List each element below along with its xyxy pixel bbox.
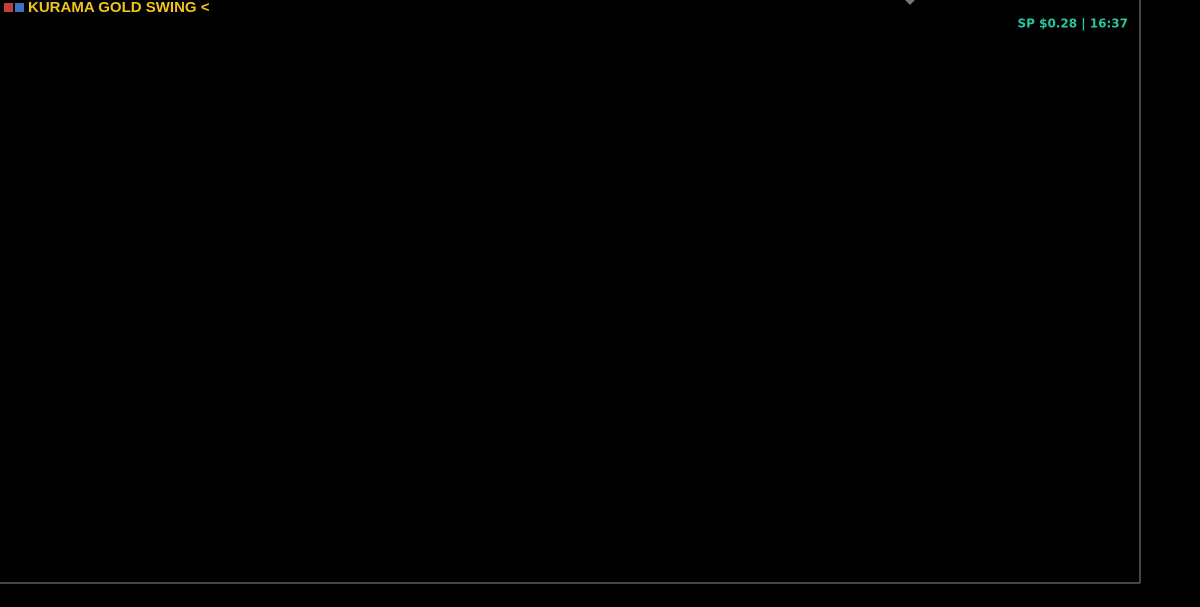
icon[interactable] [4,3,13,12]
title-bar [0,0,200,16]
status-text: SP $0.28 | 16:37 [1017,17,1128,31]
scroll-marker[interactable] [905,0,915,5]
chart-title: KURAMA GOLD SWING < [28,0,210,16]
icon[interactable] [15,3,24,12]
